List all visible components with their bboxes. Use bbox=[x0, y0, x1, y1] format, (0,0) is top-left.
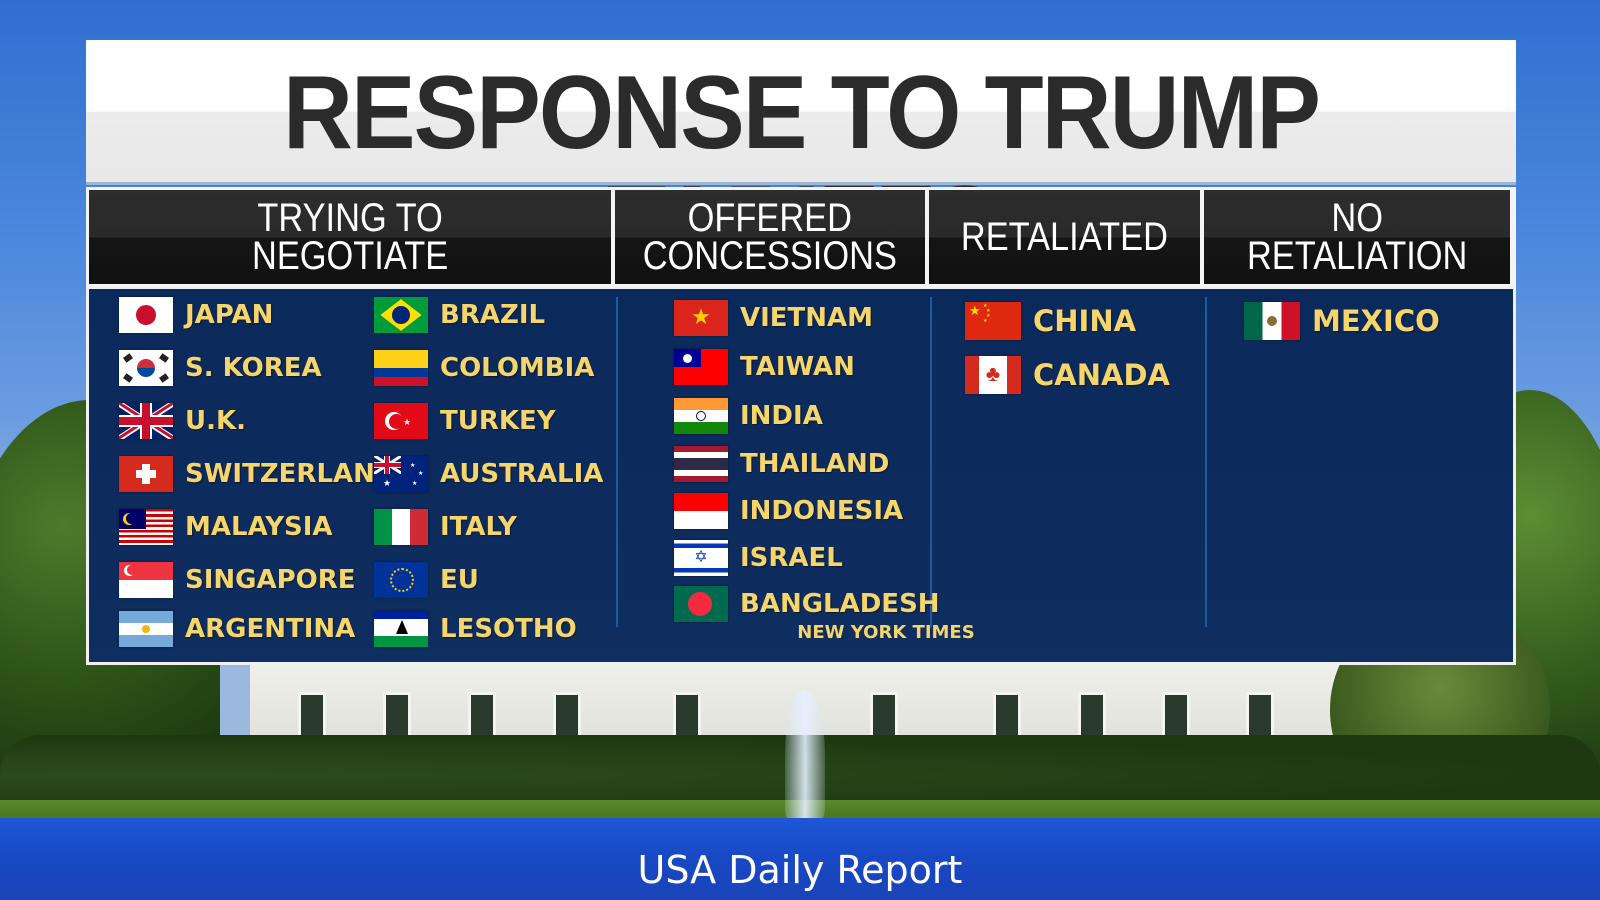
switzerland-flag-icon bbox=[119, 456, 173, 492]
mexico-flag-icon bbox=[1244, 302, 1300, 340]
japan-flag-icon bbox=[119, 297, 173, 333]
turkey-flag-icon: ★ bbox=[374, 403, 428, 439]
eu-flag-icon bbox=[374, 562, 428, 598]
column-divider bbox=[930, 297, 932, 627]
country-canada: ♣ CANADA bbox=[965, 355, 1170, 395]
country-singapore: SINGAPORE bbox=[119, 560, 356, 600]
country-eu: EU bbox=[374, 560, 479, 600]
lesotho-flag-icon bbox=[374, 611, 428, 647]
country-turkey: ★ TURKEY bbox=[374, 401, 556, 441]
country-indonesia: INDONESIA bbox=[674, 491, 903, 531]
country-india: INDIA bbox=[674, 396, 823, 436]
country-taiwan: TAIWAN bbox=[674, 347, 855, 387]
country-israel: ✡ ISRAEL bbox=[674, 538, 843, 578]
canada-flag-icon: ♣ bbox=[965, 356, 1021, 394]
south-korea-flag-icon bbox=[119, 350, 173, 386]
country-switzerland: SWITZERLAND bbox=[119, 454, 396, 494]
country-uk: U.K. bbox=[119, 401, 246, 441]
indonesia-flag-icon bbox=[674, 493, 728, 529]
country-mexico: MEXICO bbox=[1244, 301, 1440, 341]
column-headers: TRYING TO NEGOTIATE OFFERED CONCESSIONS … bbox=[86, 187, 1516, 287]
malaysia-flag-icon bbox=[119, 509, 173, 545]
header-retaliated: RETALIATED bbox=[929, 190, 1200, 284]
country-bangladesh: BANGLADESH bbox=[674, 584, 940, 624]
title-bar: RESPONSE TO TRUMP TARIFFS bbox=[86, 40, 1516, 278]
country-colombia: COLOMBIA bbox=[374, 348, 594, 388]
country-panel: JAPAN S. KOREA U.K. SWITZERLAND bbox=[86, 287, 1516, 665]
page-title: RESPONSE TO TRUMP TARIFFS bbox=[282, 55, 1321, 278]
country-south-korea: S. KOREA bbox=[119, 348, 322, 388]
column-divider bbox=[1205, 297, 1207, 627]
fountain bbox=[785, 690, 825, 820]
singapore-flag-icon bbox=[119, 562, 173, 598]
country-australia: ★ ★ ★ ★ AUSTRALIA bbox=[374, 454, 603, 494]
uk-flag-icon bbox=[119, 403, 173, 439]
argentina-flag-icon bbox=[119, 611, 173, 647]
brazil-flag-icon bbox=[374, 297, 428, 333]
header-offered-concessions: OFFERED CONCESSIONS bbox=[615, 190, 925, 284]
footer-caption: USA Daily Report bbox=[637, 848, 963, 892]
china-flag-icon: ★ ★ ★ ★ ★ bbox=[965, 302, 1021, 340]
italy-flag-icon bbox=[374, 509, 428, 545]
israel-flag-icon: ✡ bbox=[674, 540, 728, 576]
country-argentina: ARGENTINA bbox=[119, 609, 355, 649]
country-thailand: THAILAND bbox=[674, 444, 889, 484]
source-credit: NEW YORK TIMES bbox=[797, 622, 975, 643]
taiwan-flag-icon bbox=[674, 349, 728, 385]
country-malaysia: MALAYSIA bbox=[119, 507, 333, 547]
australia-flag-icon: ★ ★ ★ ★ bbox=[374, 456, 428, 492]
country-japan: JAPAN bbox=[119, 295, 273, 335]
thailand-flag-icon bbox=[674, 446, 728, 482]
country-brazil: BRAZIL bbox=[374, 295, 545, 335]
header-no-retaliation: NO RETALIATION bbox=[1204, 190, 1510, 284]
bangladesh-flag-icon bbox=[674, 586, 728, 622]
country-vietnam: ★ VIETNAM bbox=[674, 298, 873, 338]
india-flag-icon bbox=[674, 398, 728, 434]
header-trying-to-negotiate: TRYING TO NEGOTIATE bbox=[89, 190, 611, 284]
column-divider bbox=[616, 297, 618, 627]
footer-band bbox=[0, 818, 1600, 900]
vietnam-flag-icon: ★ bbox=[674, 300, 728, 336]
country-italy: ITALY bbox=[374, 507, 517, 547]
colombia-flag-icon bbox=[374, 350, 428, 386]
country-china: ★ ★ ★ ★ ★ CHINA bbox=[965, 301, 1136, 341]
tariff-response-board: RESPONSE TO TRUMP TARIFFS TRYING TO NEGO… bbox=[86, 40, 1516, 665]
country-lesotho: LESOTHO bbox=[374, 609, 577, 649]
